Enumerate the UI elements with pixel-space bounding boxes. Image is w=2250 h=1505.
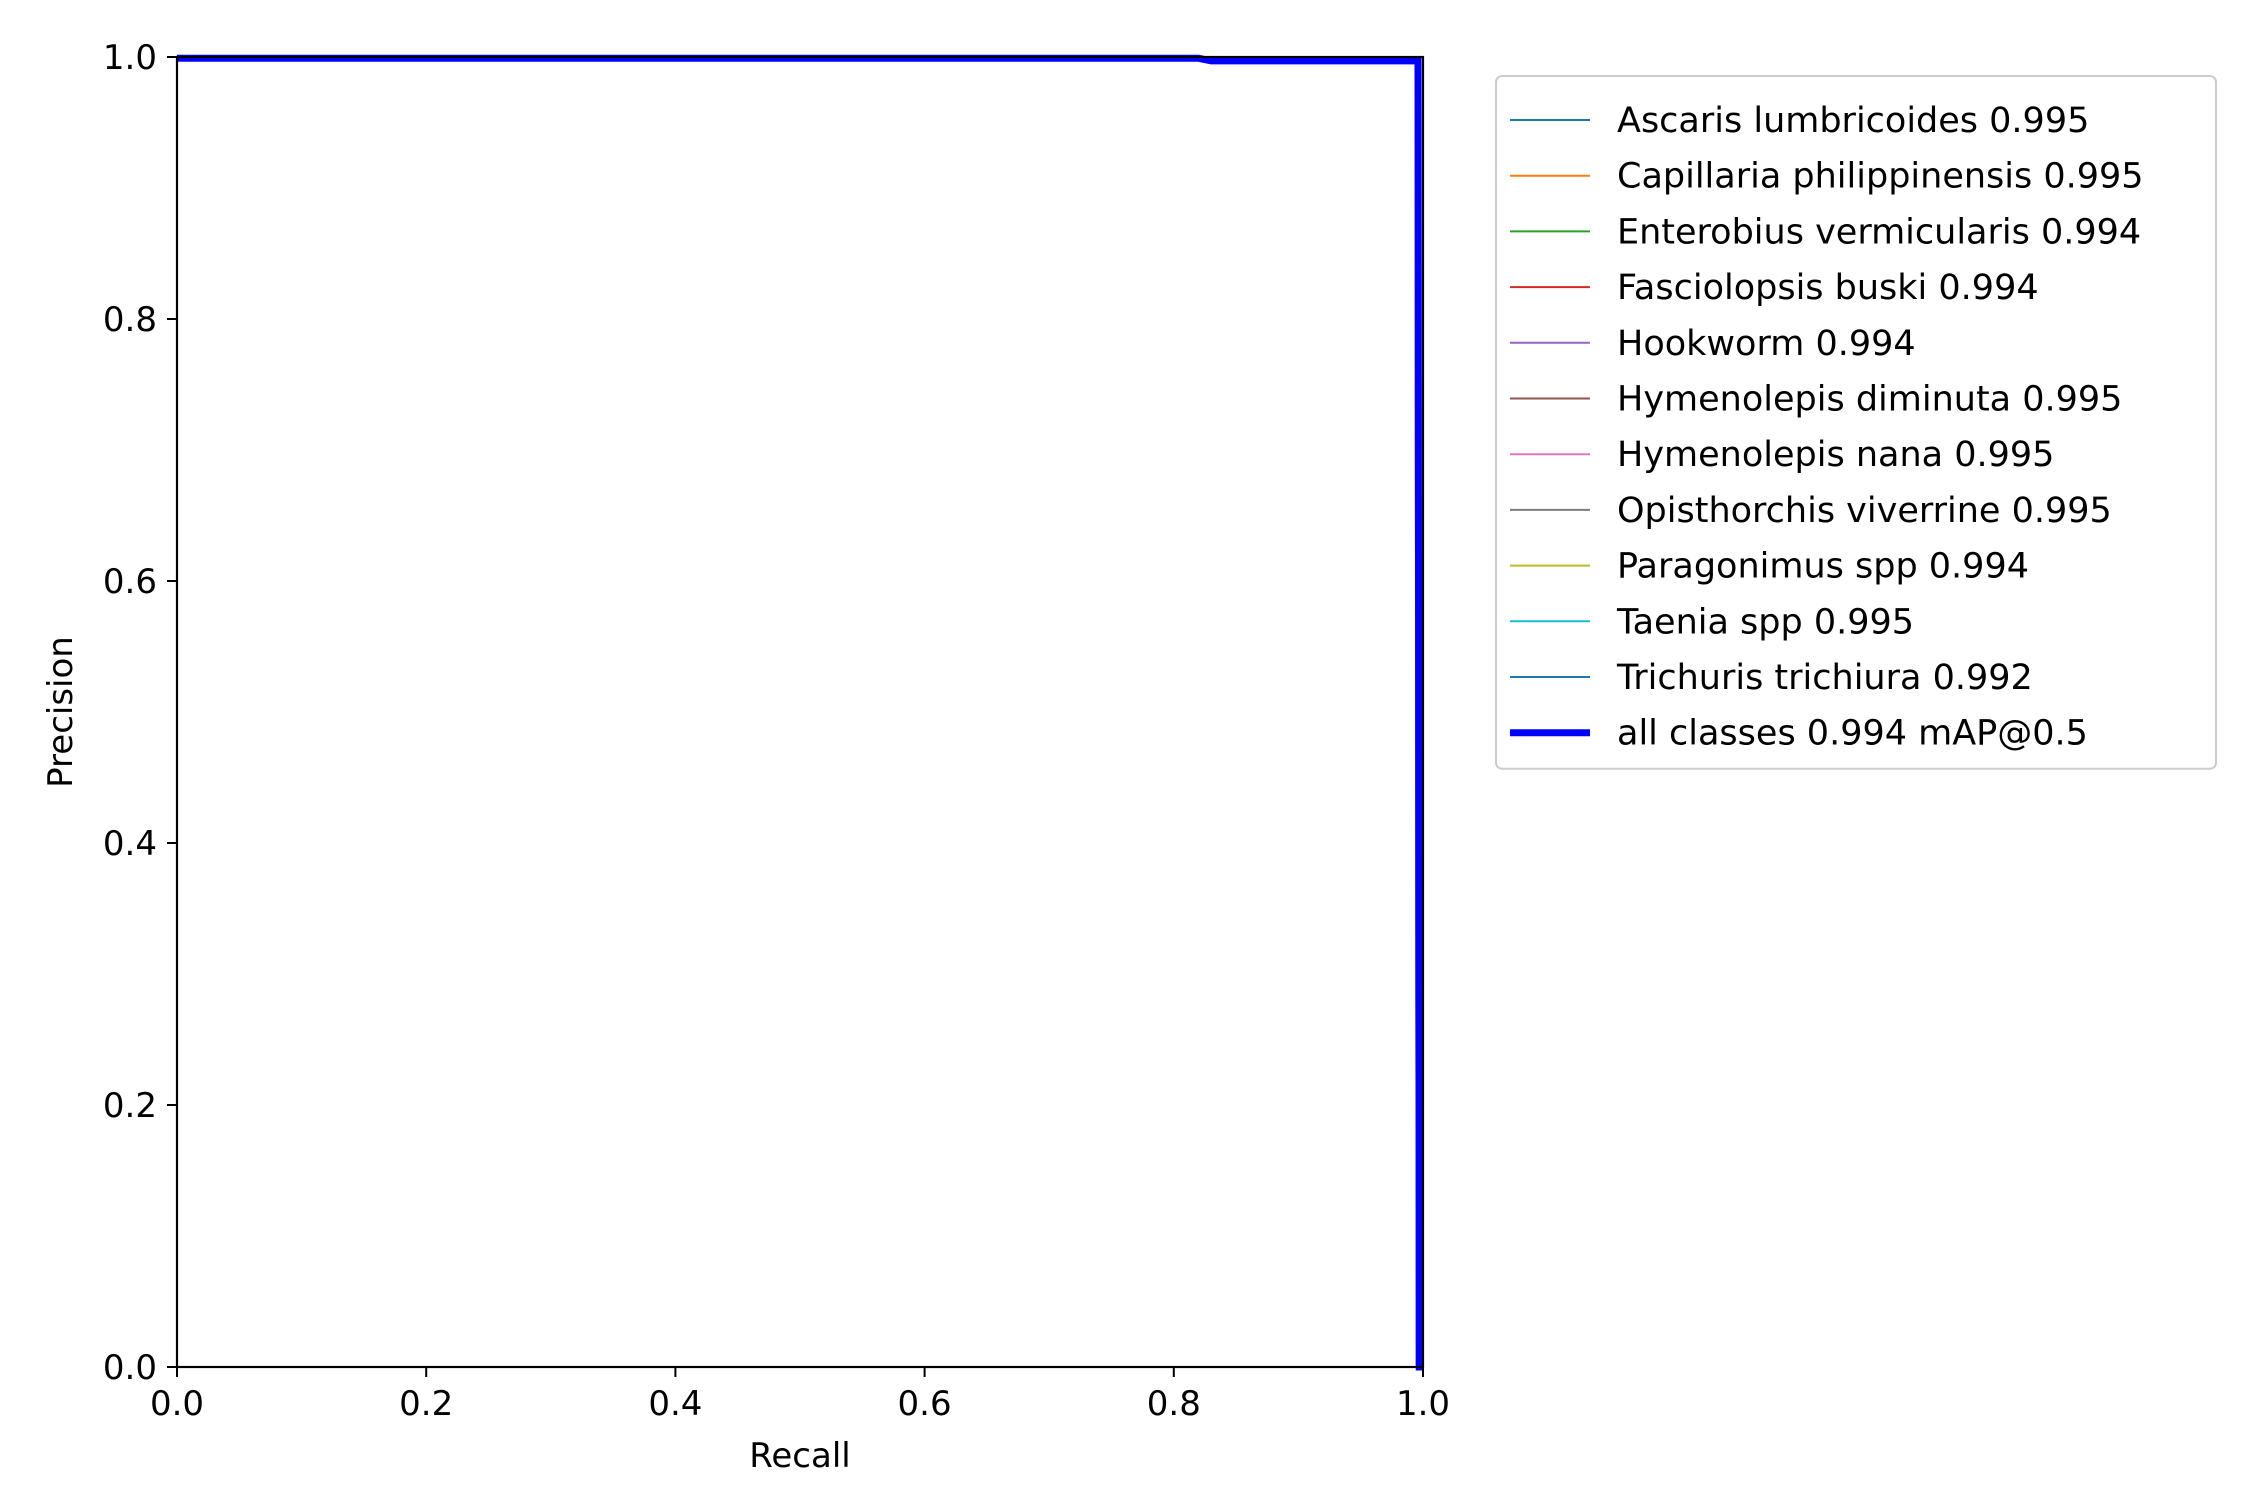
y-tick-label: 1.0 xyxy=(103,38,157,78)
plot-area xyxy=(177,54,1423,1371)
y-tick-label: 0.4 xyxy=(103,824,157,864)
axes: 0.0 0.2 0.4 0.6 0.8 1.0 0.0 0.2 0.4 0.6 0.8 1.0 Reca… xyxy=(41,38,1450,1476)
legend-label: Enterobius vermicularis 0.994 xyxy=(1617,212,2141,252)
legend-label: Hymenolepis diminuta 0.995 xyxy=(1617,380,2122,420)
legend-label: Ascaris lumbricoides 0.995 xyxy=(1617,101,2089,141)
legend-label: Taenia spp 0.995 xyxy=(1616,602,1914,642)
x-tick-label: 0.6 xyxy=(898,1384,952,1424)
legend-label: Hookworm 0.994 xyxy=(1617,324,1916,364)
legend-label: Paragonimus spp 0.994 xyxy=(1617,547,2029,587)
plot-background xyxy=(177,57,1423,1367)
x-tick-label: 0.0 xyxy=(150,1384,204,1424)
axes-frame xyxy=(175,55,1425,1369)
legend-label: Capillaria philippinensis 0.995 xyxy=(1617,157,2144,197)
legend-label: Opisthorchis viverrine 0.995 xyxy=(1617,491,2112,531)
legend: Ascaris lumbricoides 0.995 Capillaria phi… xyxy=(1495,75,2217,770)
legend-box xyxy=(1495,75,2217,770)
x-tick-label: 0.4 xyxy=(648,1384,702,1424)
y-tick-label: 0.6 xyxy=(103,562,157,602)
legend-label: Fasciolopsis buski 0.994 xyxy=(1617,268,2039,308)
legend-label: Trichuris trichiura 0.992 xyxy=(1616,658,2033,698)
legend-label: all classes 0.994 mAP@0.5 xyxy=(1617,714,2088,754)
x-tick-label: 0.8 xyxy=(1147,1384,1201,1424)
y-tick-label: 0.2 xyxy=(103,1086,157,1126)
x-tick-label: 0.2 xyxy=(399,1384,453,1424)
y-axis-label: Precision xyxy=(41,636,81,788)
x-tick-label: 1.0 xyxy=(1396,1384,1450,1424)
y-tick-label: 0.8 xyxy=(103,300,157,340)
y-tick-label: 0.0 xyxy=(103,1348,157,1388)
x-axis-label: Recall xyxy=(749,1436,850,1476)
legend-label: Hymenolepis nana 0.995 xyxy=(1617,435,2054,475)
